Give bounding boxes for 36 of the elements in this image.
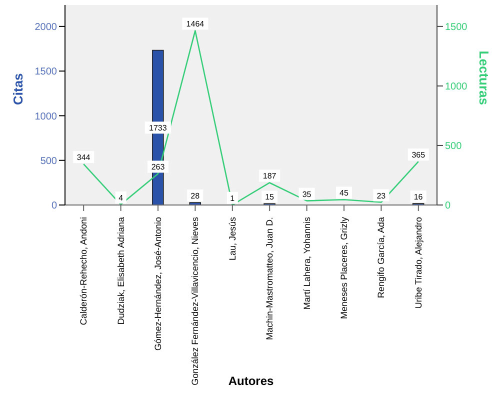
x-tick-label: Uribe Tirado, Alejandro: [413, 217, 424, 309]
data-label: 263: [151, 162, 166, 172]
data-label: 35: [302, 190, 312, 199]
x-tick-label: Martí Lahera, Yohannis: [302, 216, 312, 310]
x-tick-label: Meneses Placeres, Grizly: [339, 216, 349, 320]
x-axis-title: Autores: [228, 374, 274, 388]
data-label: 28: [190, 192, 200, 200]
data-label: 23: [376, 191, 386, 200]
data-label: 1464: [186, 20, 205, 29]
y2-tick-label: 500: [445, 141, 462, 152]
data-label: 1: [230, 194, 236, 203]
y-tick-label: 500: [40, 156, 58, 167]
x-tick-label: Gómez-Hernández, José-Antonio: [153, 217, 163, 351]
data-label: 344: [76, 153, 91, 162]
y-tick-label: 1000: [34, 111, 58, 122]
x-tick-label: Calderón-Rehecho, Andoni: [78, 217, 89, 326]
y-tick-label: 2000: [34, 22, 58, 33]
x-tick-label: Machin-Mastromatteo, Juan D.: [264, 217, 275, 340]
data-label: 15: [265, 192, 275, 202]
y-tick-label: 0: [51, 200, 58, 212]
data-label: 1733: [149, 124, 168, 133]
y2-tick-label: 1500: [445, 22, 468, 33]
data-label: 4: [118, 194, 124, 203]
data-label: 45: [340, 188, 349, 198]
data-label: 187: [262, 172, 277, 181]
x-tick-label: Dudziak, Elisabeth Adriana: [116, 217, 126, 325]
data-label: 16: [414, 192, 424, 202]
y2-tick-label: 1000: [445, 82, 468, 92]
data-label: 365: [412, 150, 426, 160]
y2-tick-label: 0: [445, 200, 451, 212]
y-tick-label: 1500: [34, 66, 58, 78]
x-tick-label: Rengifo García, Ada: [376, 217, 386, 298]
y2-axis-title: Lecturas: [476, 50, 492, 105]
x-tick-label: Lau, Jesús: [227, 216, 238, 261]
y-axis-title: Citas: [10, 73, 26, 105]
x-tick-label: González Fernández-Villavicencio, Nieves: [190, 216, 200, 386]
